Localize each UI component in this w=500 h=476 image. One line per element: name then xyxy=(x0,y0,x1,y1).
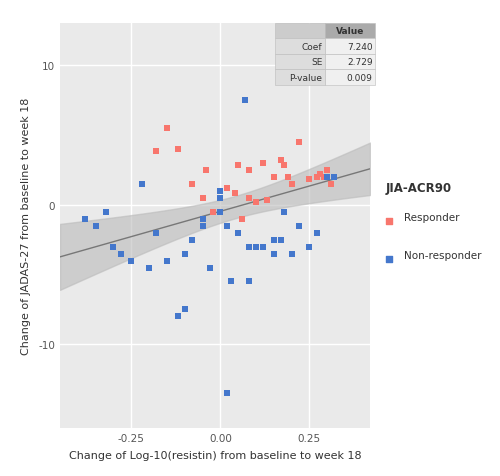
Point xyxy=(163,125,171,132)
Point xyxy=(277,157,285,164)
Point xyxy=(202,167,210,174)
Point xyxy=(284,173,292,181)
Point xyxy=(238,215,246,223)
Point xyxy=(262,197,270,205)
X-axis label: Change of Log-10(resistin) from baseline to week 18: Change of Log-10(resistin) from baseline… xyxy=(68,450,362,460)
Point xyxy=(288,180,296,188)
Text: JIA-ACR90: JIA-ACR90 xyxy=(386,182,452,195)
Point xyxy=(330,173,338,181)
Point xyxy=(312,173,320,181)
Point xyxy=(224,185,232,192)
Point xyxy=(306,176,314,184)
Point xyxy=(312,229,320,237)
Point xyxy=(102,208,110,216)
Point xyxy=(270,250,278,258)
Point xyxy=(245,194,253,202)
Point xyxy=(245,243,253,251)
Point xyxy=(330,173,338,181)
Text: Responder: Responder xyxy=(404,213,460,223)
Point xyxy=(245,167,253,174)
Point xyxy=(288,250,296,258)
Point xyxy=(180,306,188,314)
Point xyxy=(294,222,302,230)
Point xyxy=(216,188,224,195)
Point xyxy=(259,159,267,167)
Point xyxy=(306,243,314,251)
Point xyxy=(110,243,118,251)
Point xyxy=(174,146,182,153)
Point xyxy=(198,194,206,202)
Point xyxy=(280,208,288,216)
Point xyxy=(92,222,100,230)
Point xyxy=(152,149,160,156)
Point xyxy=(163,257,171,265)
Point xyxy=(320,173,328,181)
Point xyxy=(323,173,331,181)
Point xyxy=(294,222,302,230)
Point xyxy=(174,313,182,321)
Point xyxy=(242,97,250,104)
Point xyxy=(259,243,267,251)
Point xyxy=(188,236,196,244)
Text: Non-responder: Non-responder xyxy=(404,251,481,261)
Point xyxy=(323,167,331,174)
Point xyxy=(270,236,278,244)
Point xyxy=(252,198,260,206)
Point xyxy=(145,264,153,272)
Point xyxy=(227,278,235,286)
Point xyxy=(198,215,206,223)
Point xyxy=(294,139,302,146)
Point xyxy=(245,278,253,286)
Point xyxy=(270,173,278,181)
Point xyxy=(209,208,217,216)
Point xyxy=(230,190,238,198)
Point xyxy=(198,222,206,230)
Y-axis label: Change of JADAS-27 from baseline to week 18: Change of JADAS-27 from baseline to week… xyxy=(22,98,32,355)
Point xyxy=(116,250,124,258)
Point xyxy=(152,229,160,237)
Point xyxy=(234,162,242,170)
Point xyxy=(234,229,242,237)
Point xyxy=(224,390,232,397)
Point xyxy=(180,250,188,258)
Point xyxy=(280,162,288,170)
Point xyxy=(206,264,214,272)
Point xyxy=(81,215,89,223)
Point xyxy=(224,222,232,230)
Point xyxy=(277,236,285,244)
Point xyxy=(316,171,324,178)
Point xyxy=(216,194,224,202)
Point xyxy=(138,180,146,188)
Point xyxy=(188,180,196,188)
Point xyxy=(252,243,260,251)
Point xyxy=(128,257,136,265)
Point xyxy=(327,180,335,188)
Point xyxy=(216,188,224,195)
Point xyxy=(216,208,224,216)
